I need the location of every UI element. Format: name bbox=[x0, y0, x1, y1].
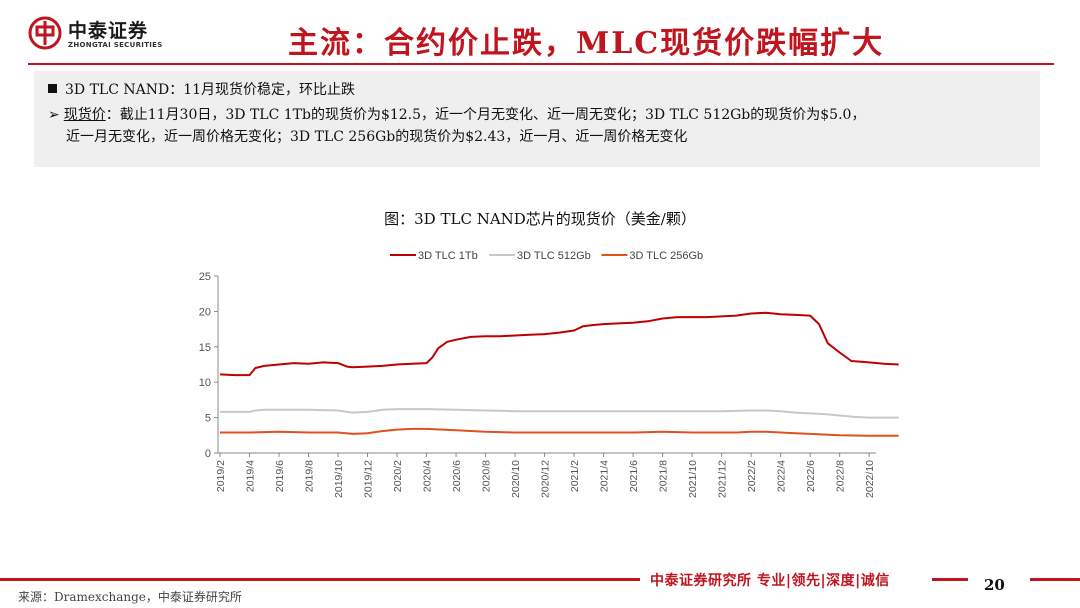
x-tick-label: 2019/12 bbox=[363, 460, 375, 498]
summary-box: 3D TLC NAND：11月现货价稳定，环比止跌 ➢ 现货价：截止11月30日，… bbox=[34, 71, 1040, 167]
y-tick-label: 15 bbox=[199, 342, 211, 354]
y-tick-label: 0 bbox=[205, 448, 211, 460]
source-note: 来源：Dramexchange，中泰证券研究所 bbox=[18, 590, 242, 604]
x-tick-label: 2019/10 bbox=[333, 460, 345, 498]
logo: 中泰证券 ZHONGTAI SECURITIES bbox=[28, 12, 178, 58]
x-tick-label: 2021/6 bbox=[628, 460, 640, 492]
x-tick-label: 2020/8 bbox=[481, 460, 493, 492]
legend-label: 3D TLC 256Gb bbox=[629, 250, 703, 262]
title-divider bbox=[28, 63, 1054, 65]
x-tick-label: 2020/6 bbox=[451, 460, 463, 492]
x-tick-label: 2020/10 bbox=[510, 460, 522, 498]
x-tick-label: 2021/10 bbox=[687, 460, 699, 498]
summary-line-3: 近一月无变化，近一周价格无变化；3D TLC 256Gb的现货价为$2.43，近… bbox=[66, 129, 688, 145]
series-line bbox=[220, 427, 899, 437]
square-bullet-icon bbox=[48, 84, 57, 93]
x-tick-label: 2020/4 bbox=[422, 460, 434, 492]
x-tick-label: 2022/8 bbox=[835, 460, 847, 492]
footer-rule-mid bbox=[932, 578, 968, 581]
summary-heading-row: 3D TLC NAND：11月现货价稳定，环比止跌 bbox=[48, 79, 355, 99]
x-tick-label: 2021/8 bbox=[658, 460, 670, 492]
x-tick-label: 2022/6 bbox=[805, 460, 817, 492]
slide-title: 主流：合约价止跌，MLC现货价跌幅扩大 bbox=[288, 26, 885, 61]
x-tick-label: 2019/6 bbox=[274, 460, 286, 492]
spot-price-label: 现货价 bbox=[63, 107, 106, 123]
logo-name-cn: 中泰证券 bbox=[68, 20, 149, 42]
chart-title: 图：3D TLC NAND芯片的现货价（美金/颗） bbox=[384, 210, 696, 228]
summary-spot-row: ➢ 现货价：截止11月30日，3D TLC 1Tb的现货价为$12.5，近一个月无… bbox=[48, 104, 865, 124]
y-tick-label: 5 bbox=[205, 413, 211, 425]
chart-series bbox=[219, 311, 899, 437]
series-line bbox=[220, 408, 899, 419]
spot-price-line-chart: 3D TLC 1Tb 3D TLC 512Gb 3D TLC 256Gb 0 5 10 1… bbox=[199, 250, 899, 498]
x-tick-label: 2021/4 bbox=[599, 460, 611, 492]
summary-line-2: ：截止11月30日，3D TLC 1Tb的现货价为$12.5，近一个月无变化、近… bbox=[105, 107, 866, 123]
series-line bbox=[219, 311, 899, 377]
legend-label: 3D TLC 1Tb bbox=[418, 250, 478, 262]
x-tick-label: 2022/4 bbox=[776, 460, 788, 492]
y-tick-label: 25 bbox=[199, 271, 211, 283]
x-tick-label: 2022/2 bbox=[746, 460, 758, 492]
x-tick-label: 2021/12 bbox=[717, 460, 729, 498]
x-tick-label: 2019/4 bbox=[245, 460, 257, 492]
page-number: 20 bbox=[984, 576, 1005, 594]
arrow-bullet-icon: ➢ bbox=[48, 107, 60, 123]
x-tick-label: 2020/2 bbox=[392, 460, 404, 492]
logo-mark-icon bbox=[28, 16, 62, 50]
y-tick-label: 10 bbox=[199, 377, 211, 389]
chart-axes: 0 5 10 15 20 25 2019/2 2019/4 2019/6 2019/8 2019/1… bbox=[199, 271, 876, 498]
footer-rule-right bbox=[1030, 578, 1080, 581]
x-tick-label: 2022/10 bbox=[864, 460, 876, 498]
summary-heading: 3D TLC NAND：11月现货价稳定，环比止跌 bbox=[65, 82, 356, 98]
y-tick-label: 20 bbox=[199, 306, 211, 318]
x-tick-label: 2020/12 bbox=[540, 460, 552, 498]
logo-name-en: ZHONGTAI SECURITIES bbox=[68, 41, 163, 49]
x-tick-label: 2021/2 bbox=[569, 460, 581, 492]
chart-legend: 3D TLC 1Tb 3D TLC 512Gb 3D TLC 256Gb bbox=[390, 250, 703, 262]
x-tick-label: 2019/2 bbox=[215, 460, 227, 492]
x-tick-label: 2019/8 bbox=[304, 460, 316, 492]
footer-rule-left bbox=[0, 578, 640, 581]
footer-tagline: 中泰证券研究所 专业|领先|深度|诚信 bbox=[650, 573, 890, 589]
legend-label: 3D TLC 512Gb bbox=[517, 250, 591, 262]
